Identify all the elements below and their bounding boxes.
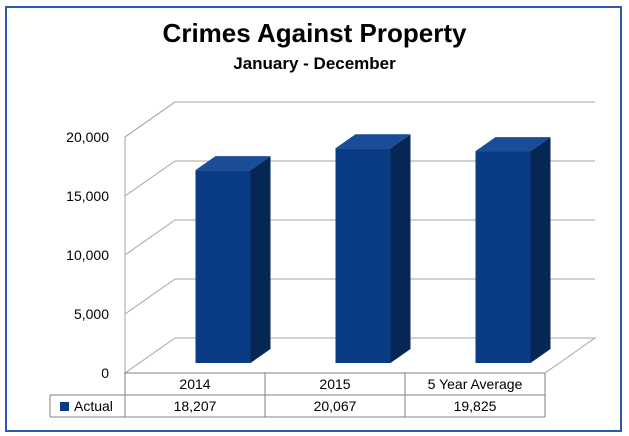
y-tick-label: 15,000	[66, 188, 109, 204]
data-value-label: 19,825	[454, 398, 497, 414]
x-category-label: 2015	[319, 376, 350, 392]
legend-label: Actual	[74, 398, 113, 414]
y-tick-label: 5,000	[74, 306, 109, 322]
y-tick-label: 20,000	[66, 129, 109, 145]
bar	[195, 156, 271, 363]
data-value-label: 20,067	[314, 398, 357, 414]
chart-title: Crimes Against Property	[162, 18, 467, 48]
legend-swatch	[60, 402, 69, 411]
chart-subtitle: January - December	[233, 54, 396, 73]
bar	[475, 137, 551, 363]
bar-front	[195, 170, 251, 363]
bar-top	[475, 137, 551, 152]
bar-front	[475, 151, 531, 363]
x-category-label: 2014	[179, 376, 210, 392]
bar-side	[250, 156, 271, 363]
bar	[335, 134, 411, 363]
gridline	[124, 278, 595, 315]
bar-front	[335, 148, 391, 363]
bar-side	[390, 134, 411, 363]
bar-top	[195, 156, 271, 171]
bar-top	[335, 134, 411, 149]
gridline	[124, 160, 595, 197]
gridline	[124, 219, 595, 256]
bar-side	[530, 137, 551, 363]
data-value-label: 18,207	[174, 398, 217, 414]
x-category-label: 5 Year Average	[428, 376, 523, 392]
y-tick-label: 0	[101, 365, 109, 381]
gridline	[124, 101, 595, 138]
y-tick-label: 10,000	[66, 247, 109, 263]
